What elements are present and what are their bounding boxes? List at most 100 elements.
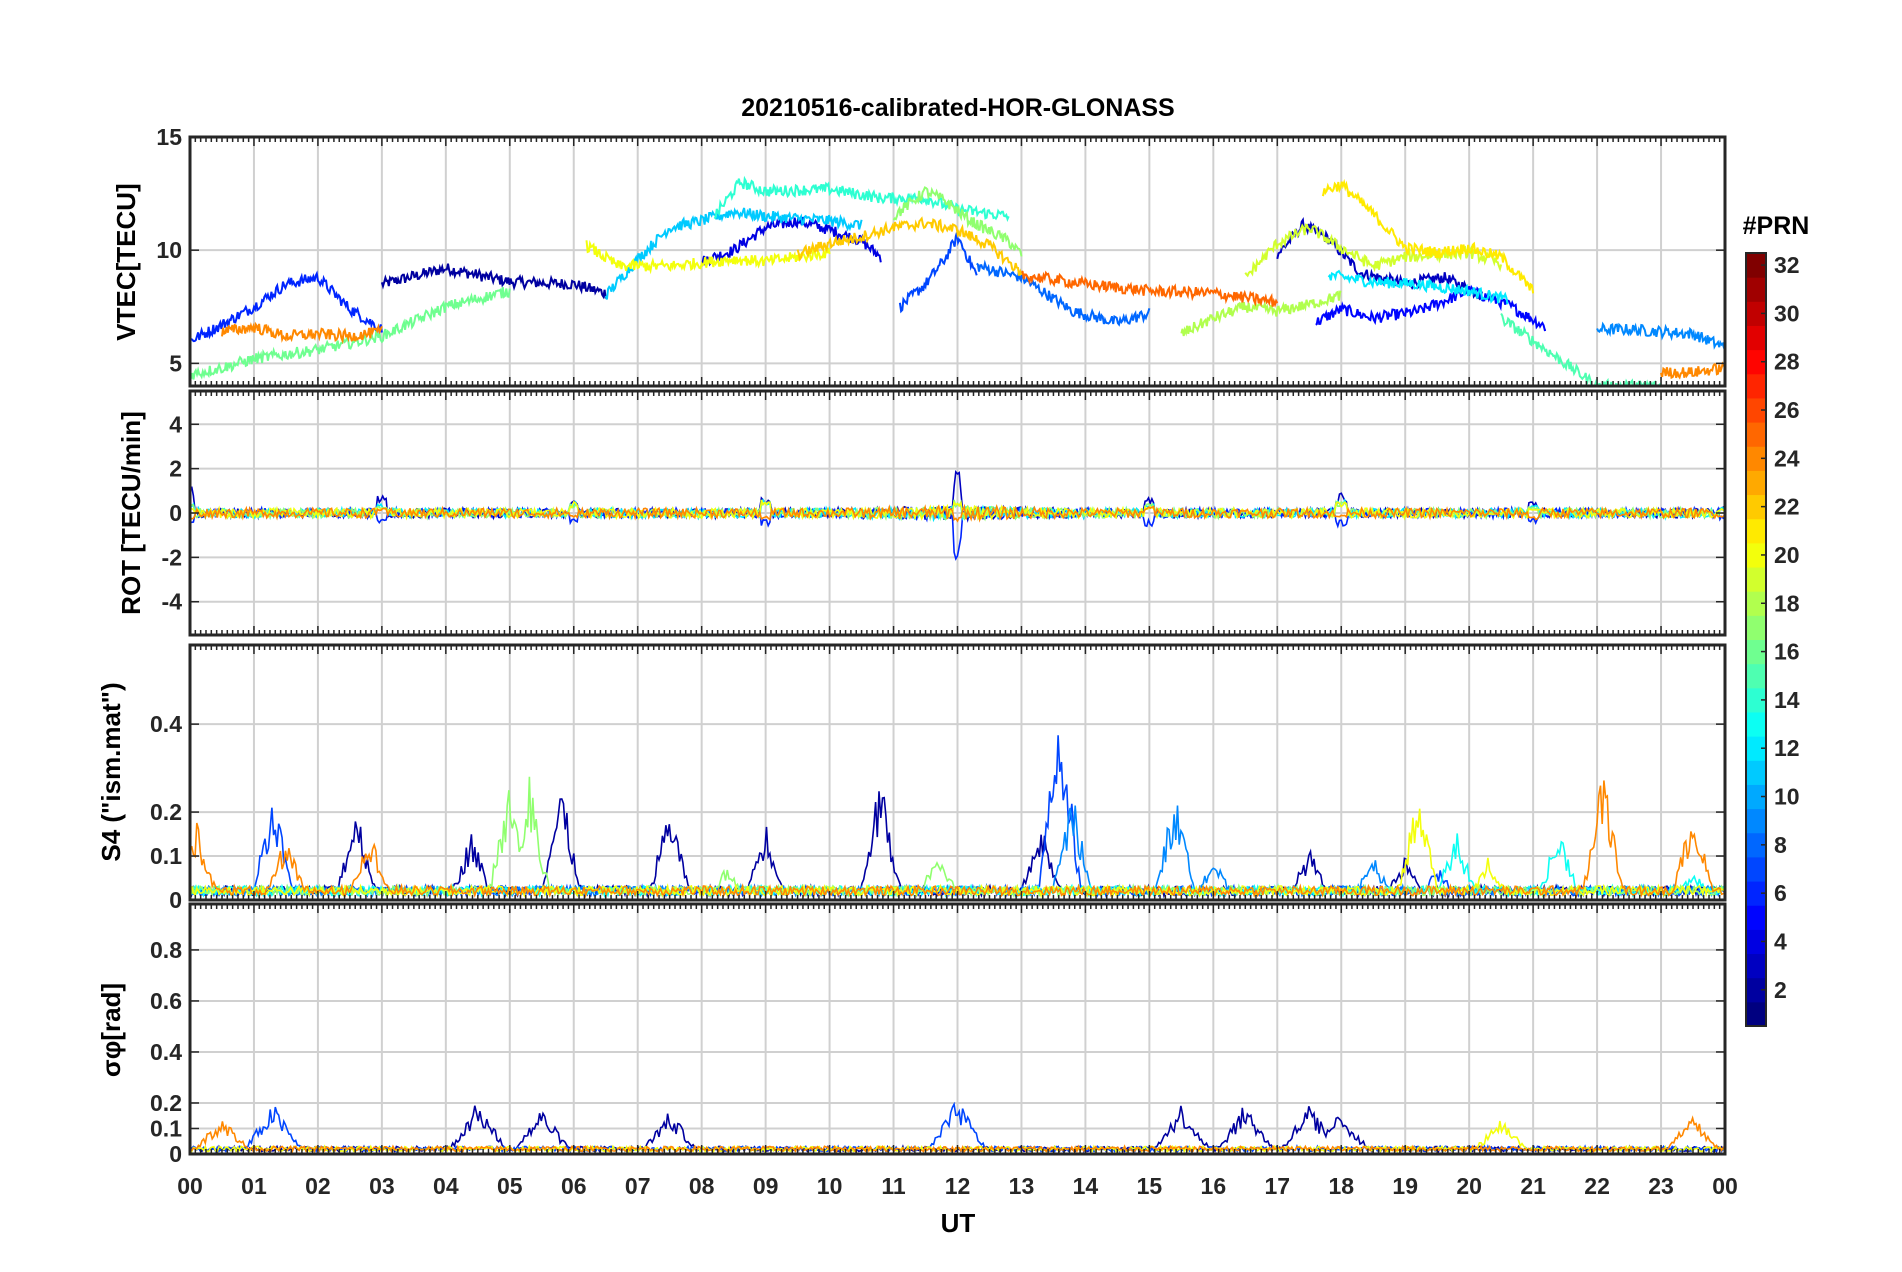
vtec-ylabel: VTEC[TECU] xyxy=(111,183,141,340)
vtec-series-prn-2 xyxy=(380,263,607,300)
x-tick-label: 07 xyxy=(625,1173,651,1199)
colorbar-swatch-16 xyxy=(1746,639,1766,665)
s4-ytick-label: 0.2 xyxy=(150,799,182,825)
sigma-panel: 00.10.2 0.4 0.6 0.8 σφ[rad] xyxy=(96,902,1727,1167)
vtec-series-prn-16 xyxy=(190,286,511,380)
s4-panel: 0 0.1 0.2 0.4 S4 ("ism.mat") xyxy=(96,643,1727,913)
vtec-series-prn-3 xyxy=(1276,217,1483,301)
colorbar-swatch-11 xyxy=(1746,760,1766,785)
rot-ylabel: ROT [TECU/min] xyxy=(116,411,146,615)
sigma-ticks: 00.10.2 0.4 0.6 0.8 xyxy=(150,904,1726,1167)
vtec-series-prn-15 xyxy=(1500,313,1662,386)
colorbar-swatch-23 xyxy=(1746,470,1766,496)
colorbar-swatch-25 xyxy=(1746,422,1766,447)
vtec-series-prn-20 xyxy=(585,239,831,275)
rot-ytick-label: 0 xyxy=(169,500,182,526)
s4-ticks: 0 0.1 0.2 0.4 xyxy=(150,645,1726,913)
colorbar-tick-label: 10 xyxy=(1774,784,1800,810)
colorbar-swatch-8 xyxy=(1746,832,1766,858)
sigma-ytick-label: 0 xyxy=(169,1141,182,1167)
x-axis-labels: 00 01 02 03 04 05 06 07 08 09 10 11 12 13 14 15 16 17 18 19… xyxy=(177,1173,1738,1199)
colorbar-swatch-31 xyxy=(1746,277,1766,302)
vtec-series-prn-11 xyxy=(604,207,863,300)
colorbar-swatch-4 xyxy=(1746,929,1766,955)
colorbar-swatch-24 xyxy=(1746,446,1766,471)
x-tick-label: 17 xyxy=(1264,1173,1290,1199)
colorbar-swatch-2 xyxy=(1746,977,1766,1003)
sigma-ytick-label: 0.2 xyxy=(150,1090,182,1116)
colorbar-tick-label: 4 xyxy=(1774,928,1787,954)
chart-title: 20210516-calibrated-HOR-GLONASS xyxy=(741,94,1174,122)
s4-ylabel: S4 ("ism.mat") xyxy=(96,682,126,861)
vtec-series-prn-24 xyxy=(221,321,383,345)
colorbar-tick-label: 32 xyxy=(1774,252,1800,278)
colorbar-frame xyxy=(1745,252,1767,1027)
vtec-grid xyxy=(190,136,1725,386)
colorbar-swatch-14 xyxy=(1746,687,1766,713)
colorbar-tick-label: 8 xyxy=(1774,832,1787,858)
sigma-ytick-label: 0.8 xyxy=(150,937,182,963)
colorbar-swatch-26 xyxy=(1746,397,1766,423)
colorbar-swatch-19 xyxy=(1746,567,1766,592)
x-tick-label: 08 xyxy=(689,1173,715,1199)
colorbar-swatch-21 xyxy=(1746,518,1766,544)
s4-ytick-label: 0.1 xyxy=(150,843,182,869)
x-tick-label: 14 xyxy=(1073,1173,1099,1199)
vtec-series-prn-8 xyxy=(976,259,1151,327)
vtec-series-prn-9 xyxy=(1596,321,1725,352)
vtec-ytick-label: 10 xyxy=(156,237,182,263)
rot-ytick-label: -4 xyxy=(162,589,183,615)
colorbar-swatch-29 xyxy=(1746,325,1766,351)
sigma-ytick-label: 0.6 xyxy=(150,988,182,1014)
x-tick-label: 00 xyxy=(177,1173,203,1199)
colorbar-tick-label: 2 xyxy=(1774,977,1787,1003)
colorbar-tick-label: 14 xyxy=(1774,687,1800,713)
vtec-series-prn-21 xyxy=(1321,178,1535,294)
x-tick-label: 05 xyxy=(497,1173,523,1199)
rot-ticks: -4 -2 0 2 4 xyxy=(162,391,1726,635)
colorbar-swatch-3 xyxy=(1746,953,1766,979)
x-tick-label: 10 xyxy=(817,1173,843,1199)
colorbar-tick-label: 18 xyxy=(1774,590,1800,616)
colorbar-swatch-22 xyxy=(1746,494,1766,520)
vtec-series-prn-12 xyxy=(1327,269,1509,305)
s4-ytick-label: 0.4 xyxy=(150,711,182,737)
x-tick-label: 21 xyxy=(1520,1173,1546,1199)
colorbar-tick-label: 20 xyxy=(1774,542,1800,568)
vtec-ytick-label: 5 xyxy=(169,350,182,376)
vtec-panel: 5 10 15 VTEC[TECU] xyxy=(111,124,1727,388)
colorbar-swatch-10 xyxy=(1746,784,1766,810)
x-tick-label: 00 xyxy=(1712,1173,1738,1199)
colorbar-swatch-30 xyxy=(1746,301,1766,326)
x-tick-label: 12 xyxy=(945,1173,971,1199)
vtec-series-prn-22 xyxy=(796,216,1023,276)
colorbar-label: #PRN xyxy=(1743,212,1810,240)
x-tick-label: 20 xyxy=(1456,1173,1482,1199)
rot-ytick-label: 4 xyxy=(169,411,182,437)
colorbar-swatches xyxy=(1746,253,1766,1027)
colorbar-swatch-28 xyxy=(1746,349,1766,375)
s4-ytick-label: 0 xyxy=(169,887,182,913)
colorbar-tick-label: 22 xyxy=(1774,494,1800,520)
x-tick-label: 11 xyxy=(881,1173,906,1199)
colorbar-tick-label: 28 xyxy=(1774,349,1800,375)
colorbar-tick-label: 30 xyxy=(1774,300,1800,326)
x-tick-label: 06 xyxy=(561,1173,587,1199)
colorbar-swatch-17 xyxy=(1746,615,1766,640)
vtec-series xyxy=(190,175,1725,386)
colorbar-tick-label: 12 xyxy=(1774,735,1800,761)
colorbar-swatch-20 xyxy=(1746,542,1766,568)
vtec-series-prn-25 xyxy=(1021,270,1279,308)
vtec-series-prn-6 xyxy=(190,270,383,343)
colorbar-swatch-7 xyxy=(1746,856,1766,882)
x-tick-label: 09 xyxy=(753,1173,779,1199)
x-tick-label: 01 xyxy=(241,1173,267,1199)
x-tick-label: 02 xyxy=(305,1173,331,1199)
rot-ytick-label: -2 xyxy=(162,544,182,570)
x-axis-title: UT xyxy=(941,1208,976,1238)
colorbar-swatch-1 xyxy=(1746,1001,1766,1027)
x-tick-label: 15 xyxy=(1137,1173,1163,1199)
x-tick-label: 04 xyxy=(433,1173,459,1199)
